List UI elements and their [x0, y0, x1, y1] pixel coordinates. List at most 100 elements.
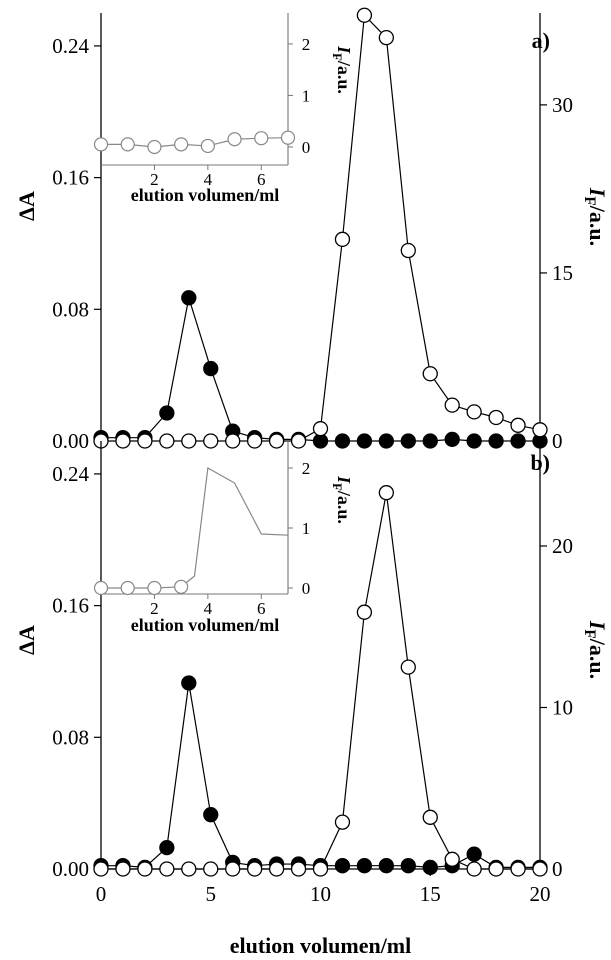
absorbance-point	[356, 858, 373, 874]
inset-line	[101, 467, 289, 589]
fluorescence-point	[356, 604, 373, 620]
absorbance-point	[466, 433, 482, 449]
left-axis-title: ΔA	[14, 625, 39, 655]
fluorescence-point	[246, 433, 263, 449]
fluorescence-point	[290, 861, 307, 877]
inset-x-tick-label: 6	[257, 170, 266, 189]
fluorescence-point	[159, 861, 175, 877]
inset-point	[147, 580, 162, 596]
fluorescence-point	[488, 861, 504, 877]
fluorescence-point	[137, 433, 153, 449]
fluorescence-point	[312, 421, 329, 437]
left-tick-label: 0.24	[52, 34, 89, 58]
inset-x-tick-label: 4	[204, 599, 213, 618]
fluorescence-point	[422, 809, 438, 825]
absorbance-point	[378, 858, 395, 874]
panel-label: a)	[532, 28, 550, 53]
inset-x-tick-label: 2	[150, 170, 159, 189]
fluorescence-point	[203, 433, 219, 449]
fluorescence-point	[378, 485, 395, 501]
fluorescence-point	[466, 861, 482, 877]
inset-x-tick-label: 4	[204, 170, 213, 189]
fluorescence-point	[268, 861, 285, 877]
fluorescence-point	[181, 861, 197, 877]
inset-y-axis-title: IF/a.u.	[330, 475, 354, 524]
fluorescence-point	[268, 433, 285, 449]
fluorescence-point	[290, 433, 307, 449]
x-tick-label: 10	[310, 882, 331, 906]
fluorescence-point	[422, 366, 438, 382]
inset-y-tick-label: 0	[302, 138, 311, 157]
inset-point	[280, 130, 296, 145]
fluorescence-point	[444, 397, 460, 413]
x-tick-label: 15	[420, 882, 441, 906]
inset-y-tick-label: 1	[302, 519, 311, 538]
absorbance-point	[466, 846, 482, 862]
right-tick-label: 10	[552, 695, 573, 719]
fluorescence-point	[400, 659, 416, 675]
left-tick-label: 0.16	[52, 166, 89, 190]
fluorescence-point	[400, 242, 416, 259]
fluorescence-point	[93, 861, 109, 877]
fluorescence-point	[334, 231, 351, 247]
inset-x-axis-title: elution volumen/ml	[131, 185, 280, 205]
fluorescence-point	[444, 851, 460, 867]
absorbance-point	[159, 839, 175, 856]
inset-point	[120, 580, 135, 596]
absorbance-point	[356, 433, 373, 449]
fluorescence-point	[181, 433, 197, 449]
inset-point	[93, 137, 109, 152]
fluorescence-line	[101, 492, 540, 870]
right-axis-title: IF/a.u.	[581, 620, 610, 679]
inset-x-axis-title: elution volumen/ml	[131, 615, 280, 635]
inset-point	[93, 580, 109, 596]
fluorescence-point	[225, 861, 241, 877]
absorbance-point	[422, 859, 438, 876]
absorbance-point	[510, 433, 526, 449]
absorbance-point	[488, 433, 504, 449]
fluorescence-point	[510, 417, 526, 433]
inset-y-axis-title: IF/a.u.	[330, 45, 354, 94]
absorbance-point	[181, 675, 197, 691]
inset-y-tick-label: 2	[302, 35, 311, 54]
x-tick-label: 20	[530, 882, 551, 906]
fluorescence-point	[225, 433, 241, 449]
fluorescence-point	[115, 861, 131, 877]
inset-y-tick-label: 0	[302, 579, 311, 598]
inset-point	[120, 137, 135, 152]
x-axis-title: elution volumen/ml	[230, 933, 412, 958]
fluorescence-point	[466, 404, 482, 420]
inset-y-tick-label: 1	[302, 86, 311, 105]
fluorescence-point	[115, 433, 131, 449]
left-tick-label: 0.00	[52, 857, 89, 881]
left-tick-label: 0.24	[52, 462, 89, 486]
fluorescence-point	[159, 433, 175, 449]
fluorescence-line	[101, 13, 541, 442]
inset-x-tick-label: 2	[150, 599, 159, 618]
fluorescence-point	[488, 409, 504, 426]
right-axis-title: IF/a.u.	[581, 187, 610, 246]
absorbance-line	[101, 682, 540, 868]
absorbance-point	[444, 431, 460, 448]
inset-point	[147, 139, 162, 155]
fluorescence-point	[137, 861, 153, 877]
inset-point	[174, 137, 189, 152]
absorbance-point	[334, 858, 351, 874]
fluorescence-point	[378, 29, 395, 46]
inset-point	[174, 579, 189, 594]
absorbance-point	[400, 433, 416, 449]
fluorescence-point	[510, 861, 526, 877]
fluorescence-point	[246, 861, 263, 877]
x-tick-label: 0	[96, 882, 107, 906]
fluorescence-point	[312, 861, 329, 877]
absorbance-point	[400, 858, 416, 874]
panel-label: b)	[530, 450, 550, 475]
inset-x-tick-label: 6	[257, 599, 266, 618]
inset-point	[227, 132, 242, 147]
absorbance-point	[422, 433, 438, 449]
absorbance-point	[334, 433, 351, 449]
left-tick-label: 0.08	[52, 297, 89, 321]
absorbance-point	[159, 405, 175, 421]
left-tick-label: 0.00	[52, 429, 89, 453]
fluorescence-point	[203, 861, 219, 877]
